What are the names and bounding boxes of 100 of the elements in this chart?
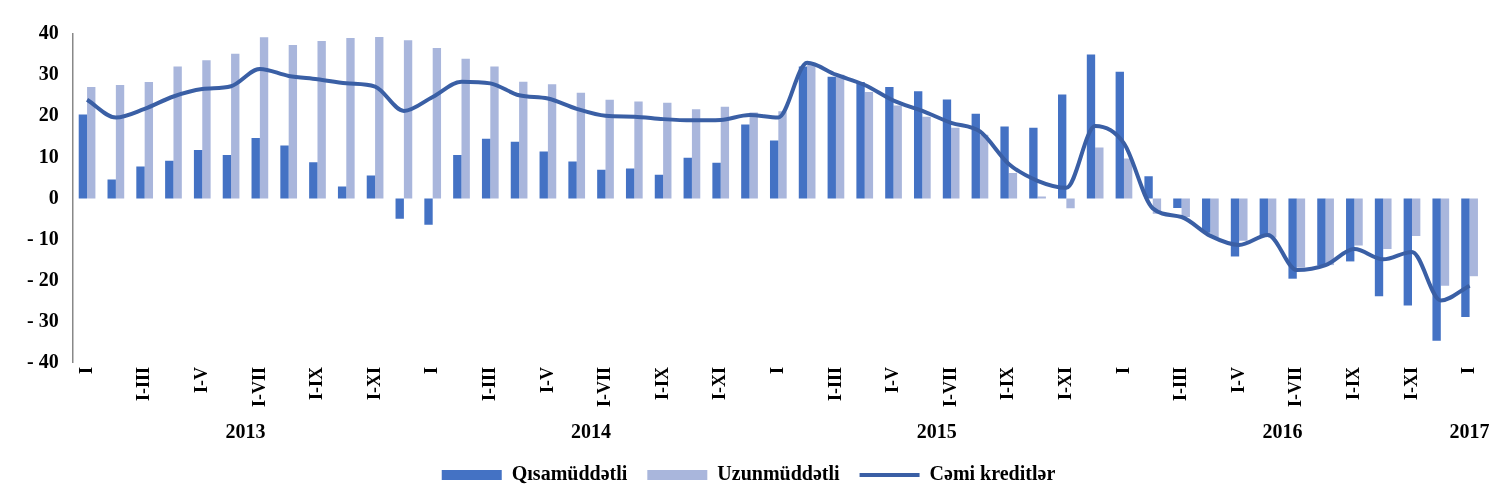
bar <box>1346 198 1355 262</box>
bar <box>807 64 816 199</box>
bar <box>453 154 462 199</box>
text: 2013 <box>225 420 266 443</box>
text: 2014 <box>571 420 612 443</box>
bar <box>115 84 125 199</box>
bar <box>1267 198 1277 238</box>
x-tick-label: I-XI <box>1055 366 1076 401</box>
bar <box>1086 54 1096 199</box>
bar <box>222 154 232 199</box>
x-tick-label: I-V <box>536 366 557 393</box>
x-tick-label: I-IX <box>997 366 1018 401</box>
bar <box>979 134 989 199</box>
bar <box>317 40 326 199</box>
line-series <box>85 60 1472 303</box>
bar <box>1432 198 1441 341</box>
bar <box>778 111 787 199</box>
bar <box>663 102 672 199</box>
bar <box>490 66 499 199</box>
bar <box>346 38 355 199</box>
bar <box>654 174 664 199</box>
x-tick-label: I-III <box>133 366 154 402</box>
x-tick-label: I-IX <box>1343 366 1364 401</box>
bar <box>1354 198 1363 246</box>
bar <box>856 82 865 199</box>
bar <box>280 145 289 199</box>
bar <box>1440 198 1450 286</box>
bar <box>798 66 808 199</box>
bar <box>165 160 174 199</box>
x-tick-label: I-III <box>824 366 845 402</box>
bar <box>78 114 88 199</box>
x-tick-label: I <box>1458 366 1479 375</box>
bar <box>712 162 721 199</box>
bar <box>309 162 318 199</box>
y-tick-label: - 40 <box>26 350 59 373</box>
y-tick-label: - 10 <box>26 226 59 249</box>
bar <box>481 138 491 199</box>
text: 2017 <box>1449 420 1490 443</box>
x-tick-label: I-IX <box>651 366 672 401</box>
bar <box>1123 158 1133 199</box>
x-tick-label: I <box>421 366 442 375</box>
text: 2015 <box>916 420 957 443</box>
legend-label: Uzunmüddətli <box>717 462 840 485</box>
bar <box>922 116 931 199</box>
bar <box>885 87 894 199</box>
y-tick-label: - 30 <box>26 309 59 332</box>
bar <box>395 198 404 219</box>
bar <box>1239 198 1248 241</box>
x-tick-label: I <box>766 366 787 375</box>
text: 2016 <box>1262 420 1303 443</box>
bar <box>1403 198 1412 306</box>
bar <box>107 179 116 199</box>
x-tick-label: I-XI <box>363 366 384 401</box>
bar <box>827 76 836 199</box>
bar <box>568 161 577 199</box>
bar <box>1000 126 1009 199</box>
y-tick-label: 30 <box>38 62 59 85</box>
bar <box>432 47 442 199</box>
x-tick-label: I-V <box>882 366 903 393</box>
x-tick-label: I-XI <box>709 366 730 401</box>
bar <box>769 140 779 199</box>
y-tick-label: 40 <box>38 21 59 44</box>
x-tick-label: I-XI <box>1400 366 1421 401</box>
bar <box>202 60 211 199</box>
bar <box>1029 127 1038 199</box>
bar <box>1008 173 1018 199</box>
bar <box>1173 198 1182 208</box>
bar <box>1095 147 1104 199</box>
bar <box>951 127 960 199</box>
y-tick-label: - 20 <box>26 267 59 290</box>
bar <box>942 99 952 199</box>
y-tick-label: 10 <box>38 144 59 167</box>
bar <box>597 169 606 199</box>
x-tick-label: I-IX <box>306 366 327 401</box>
x-tick-label: I-VII <box>594 366 615 408</box>
bar <box>1210 198 1219 238</box>
bar <box>1288 198 1297 279</box>
x-tick-label: I-III <box>1170 366 1191 402</box>
bar <box>576 92 586 199</box>
x-tick-label: I-V <box>190 366 211 393</box>
bar <box>231 53 240 199</box>
bar <box>144 82 154 199</box>
bar <box>1461 198 1470 317</box>
bar <box>403 40 413 199</box>
x-tick-label: I-III <box>478 366 499 402</box>
y-tick-label: 20 <box>38 103 59 126</box>
bar <box>864 91 874 199</box>
bar <box>913 91 923 199</box>
bar <box>424 198 433 225</box>
bar <box>251 138 260 199</box>
x-tick-label: I-V <box>1227 366 1248 393</box>
bar <box>1411 198 1421 236</box>
x-tick-label: I-VII <box>248 366 269 408</box>
bar <box>741 124 750 199</box>
bar <box>510 141 520 199</box>
bar <box>625 168 635 199</box>
bar <box>87 87 96 199</box>
bar <box>971 113 980 199</box>
legend-label: Qısamüddətli <box>511 462 628 485</box>
bar <box>683 157 692 199</box>
